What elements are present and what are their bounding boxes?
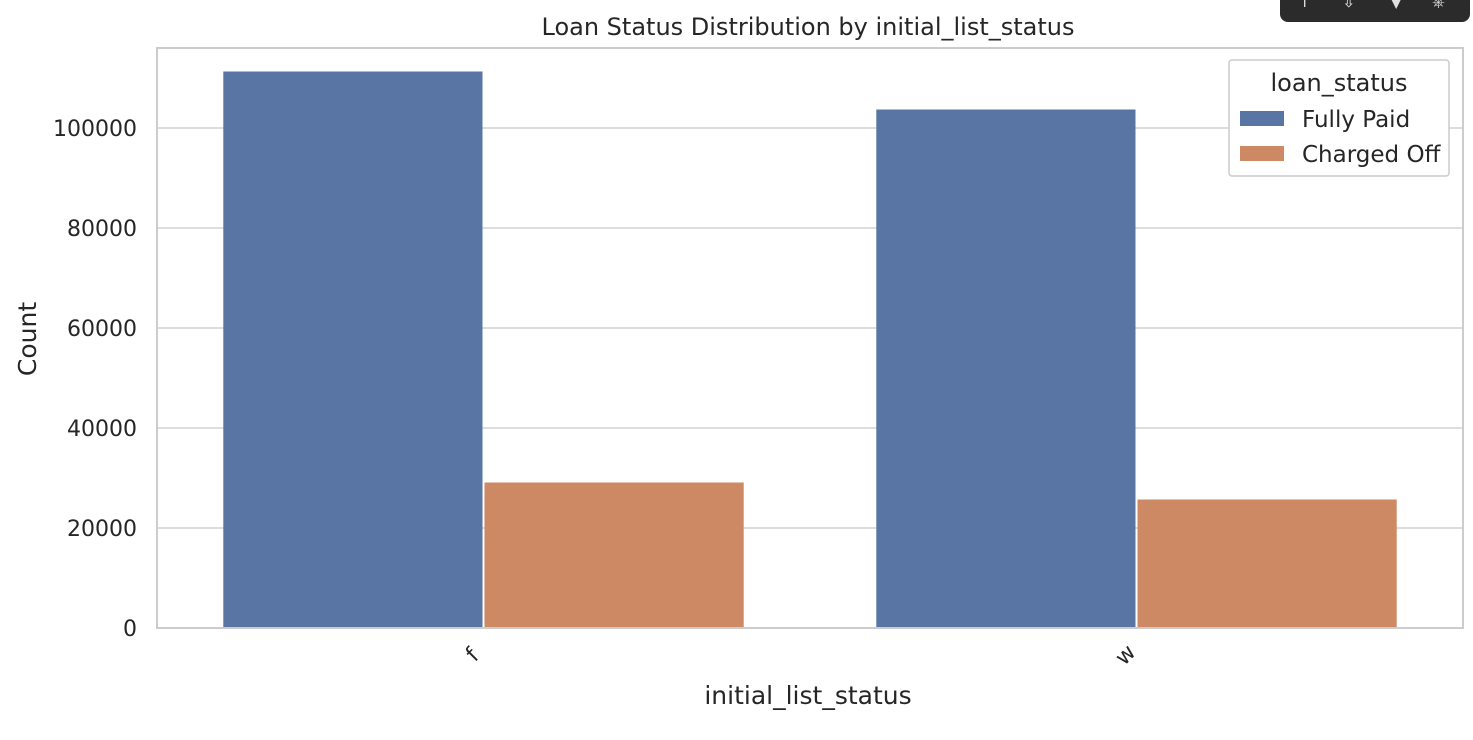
- bar-charged-off-w: [1137, 499, 1397, 628]
- y-tick-labels: 0 20000 40000 60000 80000 100000: [53, 117, 137, 642]
- y-tick-label: 60000: [67, 317, 137, 342]
- x-tick-label: f: [461, 643, 485, 667]
- copy-icon[interactable]: ⎈: [1432, 0, 1445, 11]
- legend: loan_status Fully Paid Charged Off: [1228, 59, 1450, 177]
- plot-frame: [156, 47, 1464, 629]
- bars: [223, 71, 1397, 628]
- toolbar: ↑ ⇩ ▼ ⎈: [1280, 0, 1470, 22]
- legend-label: Fully Paid: [1302, 107, 1410, 133]
- y-axis-label: Count: [13, 302, 42, 376]
- y-tick-label: 20000: [67, 517, 137, 542]
- y-tick-label: 40000: [67, 417, 137, 442]
- pin-icon[interactable]: ↑: [1298, 0, 1312, 11]
- bar-fully-paid-w: [876, 109, 1136, 628]
- bar-fully-paid-f: [223, 71, 483, 628]
- bar-charged-off-f: [484, 482, 744, 628]
- y-tick-label: 0: [123, 617, 137, 642]
- legend-swatch: [1240, 111, 1284, 126]
- chart-title: Loan Status Distribution by initial_list…: [542, 13, 1075, 41]
- legend-swatch: [1240, 146, 1284, 161]
- x-axis-label: initial_list_status: [704, 681, 911, 710]
- x-tick-label: w: [1111, 640, 1141, 670]
- y-tick-label: 80000: [67, 217, 137, 242]
- pointer-icon[interactable]: ▼: [1390, 0, 1403, 11]
- y-tick-label: 100000: [53, 117, 137, 142]
- legend-label: Charged Off: [1302, 142, 1442, 168]
- arrow-icon[interactable]: ⇩: [1342, 0, 1356, 11]
- legend-title: loan_status: [1270, 69, 1407, 97]
